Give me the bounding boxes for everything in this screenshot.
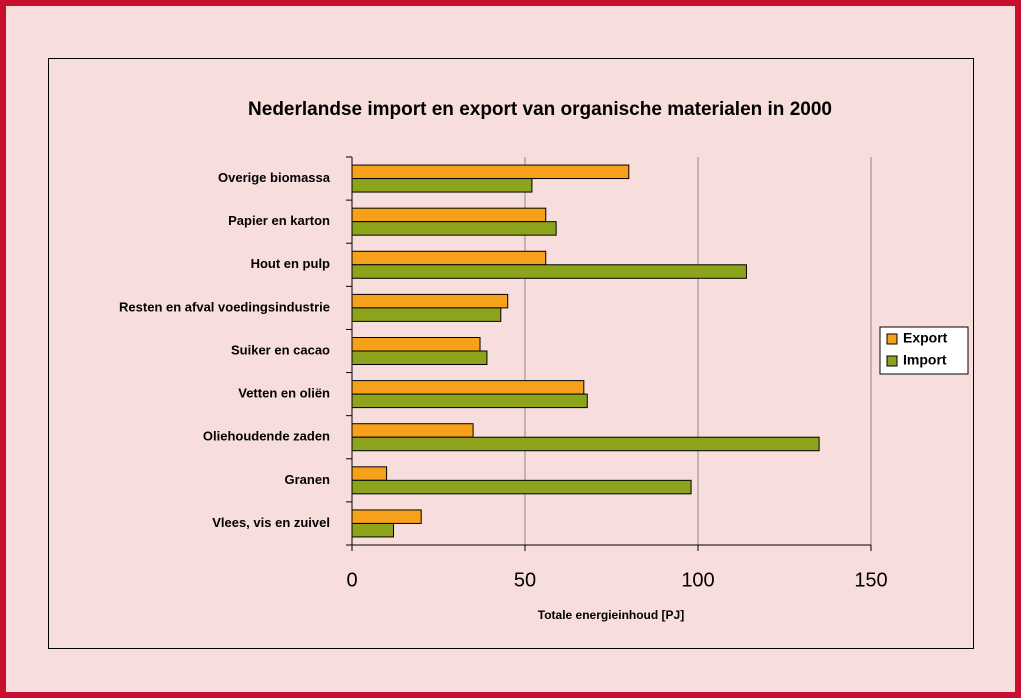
y-tick-label: Vetten en oliën [238, 386, 330, 401]
legend-label: Import [903, 352, 947, 368]
bar [351, 293, 509, 309]
y-tick-label: Granen [284, 472, 330, 487]
legend-swatch [886, 355, 898, 367]
legend-label: Export [903, 330, 948, 346]
bar [351, 522, 395, 538]
y-tick-label: Hout en pulp [251, 256, 330, 271]
y-tick-label: Oliehoudende zaden [203, 429, 330, 444]
x-tick-label: 150 [854, 569, 887, 591]
y-tick-label: Resten en afval voedingsindustrie [119, 299, 330, 314]
chart-title: Nederlandse import en export van organis… [248, 99, 832, 120]
x-axis-label: Totale energieinhoud [PJ] [538, 608, 684, 622]
bar [351, 207, 547, 223]
bar [351, 178, 533, 193]
bar [351, 393, 588, 409]
bar [351, 423, 474, 438]
bar [351, 466, 388, 481]
chart-box [48, 58, 974, 649]
bar [351, 436, 820, 452]
bar [351, 250, 547, 266]
bar [351, 350, 488, 365]
legend-swatch [886, 333, 898, 345]
x-tick-label: 50 [514, 569, 536, 591]
bar [351, 264, 747, 279]
x-tick-label: 0 [346, 569, 357, 591]
bar [351, 337, 481, 352]
bar [351, 509, 422, 524]
y-tick-label: Suiker en cacao [231, 342, 330, 357]
bar [351, 479, 692, 495]
bar [351, 164, 630, 180]
y-tick-label: Overige biomassa [218, 170, 331, 185]
bar [351, 221, 557, 236]
y-tick-label: Vlees, vis en zuivel [212, 515, 330, 530]
x-tick-label: 100 [681, 569, 714, 591]
bar [351, 380, 585, 395]
bar [351, 307, 502, 322]
y-tick-label: Papier en karton [228, 213, 330, 228]
